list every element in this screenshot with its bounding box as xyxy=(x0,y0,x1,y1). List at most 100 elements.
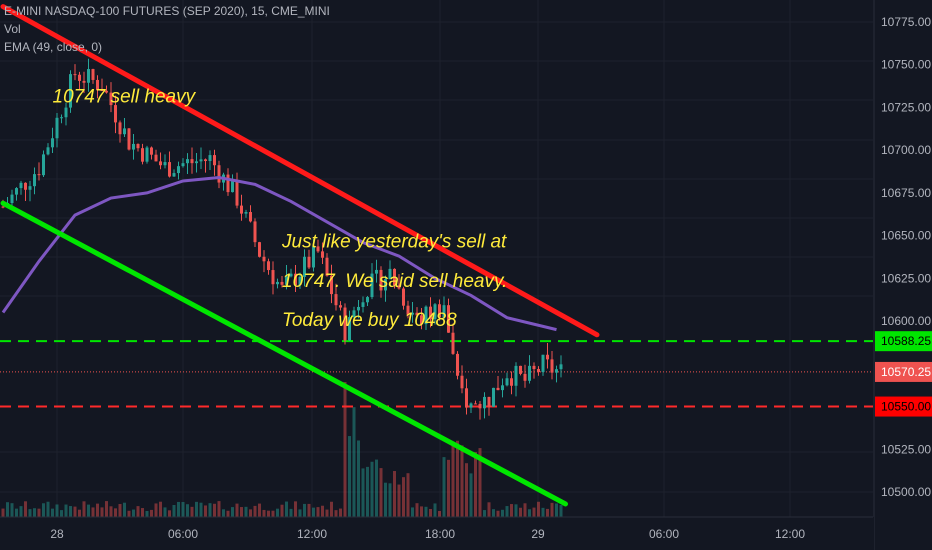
trend-lines[interactable] xyxy=(0,4,600,507)
time-tick-label: 18:00 xyxy=(425,527,455,541)
candle-body xyxy=(159,161,162,166)
volume-bar xyxy=(298,509,302,517)
volume-bar xyxy=(105,501,108,517)
candle-body xyxy=(78,74,81,81)
price-tick-label: 10675.00 xyxy=(881,186,931,200)
volume-bar xyxy=(429,508,432,517)
candle-body xyxy=(226,174,230,193)
candle-body xyxy=(474,403,477,405)
volume-bar xyxy=(42,503,45,517)
price-axis[interactable]: 10775.00 10750.00 10725.00 10700.00 10675.00… xyxy=(873,0,932,550)
candle-body xyxy=(82,80,86,83)
candle-body xyxy=(168,162,171,177)
candle-body xyxy=(271,270,275,285)
volume-bar xyxy=(145,510,149,517)
volume-bar xyxy=(258,503,261,517)
volume-bar xyxy=(226,510,230,517)
volume-bars xyxy=(1,382,563,517)
volume-bar xyxy=(262,509,266,517)
volume-bar xyxy=(514,504,518,517)
candle-body xyxy=(402,288,405,306)
symbol-title[interactable]: E-MINI NASDAQ-100 FUTURES (SEP 2020), 15… xyxy=(4,4,330,18)
time-tick-label: 06:00 xyxy=(649,527,679,541)
candle-body xyxy=(420,315,423,325)
volume-bar xyxy=(330,501,333,517)
upper-level-badge xyxy=(875,331,932,352)
volume-bar xyxy=(82,501,86,517)
candle-body xyxy=(523,373,527,381)
candle-body xyxy=(109,92,113,106)
candle-body xyxy=(55,117,59,139)
candle-body xyxy=(213,155,216,166)
volume-bar xyxy=(276,508,279,517)
candle-body xyxy=(478,403,482,409)
candle-body xyxy=(397,285,401,289)
candle-body xyxy=(177,166,180,174)
volume-bar xyxy=(37,508,41,517)
annotation-text: Just like yesterday's sell at xyxy=(281,232,507,253)
candle-body xyxy=(312,246,315,268)
candle-body xyxy=(136,143,140,149)
candle-body xyxy=(217,165,221,183)
candle-body xyxy=(51,138,54,148)
volume-bar xyxy=(397,484,401,517)
candle-body xyxy=(438,304,441,318)
volume-bar xyxy=(523,503,527,517)
volume-bar xyxy=(46,501,50,517)
volume-bar xyxy=(208,503,212,517)
candle-body xyxy=(96,79,99,91)
candle-body xyxy=(289,273,293,277)
volume-bar xyxy=(10,503,14,517)
candle-body xyxy=(370,273,374,298)
candle-body xyxy=(424,306,428,325)
volume-bar xyxy=(388,483,392,517)
volume-bar xyxy=(442,457,446,517)
volume-bar xyxy=(177,501,180,517)
candle-body xyxy=(28,186,32,190)
candle-body xyxy=(442,305,446,318)
volume-bar xyxy=(357,440,360,517)
candle-body xyxy=(42,154,45,176)
time-axis[interactable]: 28 06:00 12:00 18:00 29 06:00 12:00 xyxy=(0,516,874,550)
price-tick-label: 10500.00 xyxy=(881,485,931,499)
time-tick-label: 29 xyxy=(531,527,545,541)
volume-bar xyxy=(424,506,428,517)
candle-body xyxy=(321,251,324,258)
candle-body xyxy=(114,105,117,123)
volume-bar xyxy=(559,505,563,517)
volume-bar xyxy=(141,508,144,517)
candle-body xyxy=(357,306,360,311)
candle-body xyxy=(460,375,464,389)
ema-49-line xyxy=(1,176,557,332)
green-lower-trendline[interactable] xyxy=(0,200,568,507)
ema-legend[interactable]: EMA (49, close, 0) xyxy=(4,40,103,54)
volume-bar xyxy=(15,508,18,517)
candle-body xyxy=(154,154,158,162)
candle-body xyxy=(10,194,14,204)
volume-bar xyxy=(474,452,477,517)
lower-level-label: 10550.00 xyxy=(881,400,931,414)
volume-bar xyxy=(55,504,59,517)
candle-body xyxy=(343,307,347,341)
time-tick-label: 28 xyxy=(50,527,64,541)
candle-body xyxy=(456,353,459,376)
candle-body xyxy=(240,205,243,214)
candle-body xyxy=(334,294,338,306)
candle-body xyxy=(132,143,135,150)
candle-body xyxy=(141,148,144,162)
candle-body xyxy=(150,147,153,155)
candle-body xyxy=(73,74,77,76)
candle-body xyxy=(33,174,36,187)
volume-bar xyxy=(496,510,500,517)
volume-bar xyxy=(537,501,540,517)
candle-body xyxy=(100,90,104,92)
red-upper-trendline[interactable] xyxy=(0,4,600,338)
volume-bar xyxy=(465,463,468,517)
candle-body xyxy=(411,312,414,315)
upper-level-label: 10588.25 xyxy=(881,334,931,348)
volume-legend[interactable]: Vol xyxy=(4,22,21,36)
price-tick-label: 10600.00 xyxy=(881,314,931,328)
volume-bar xyxy=(541,507,545,517)
volume-bar xyxy=(136,506,140,517)
